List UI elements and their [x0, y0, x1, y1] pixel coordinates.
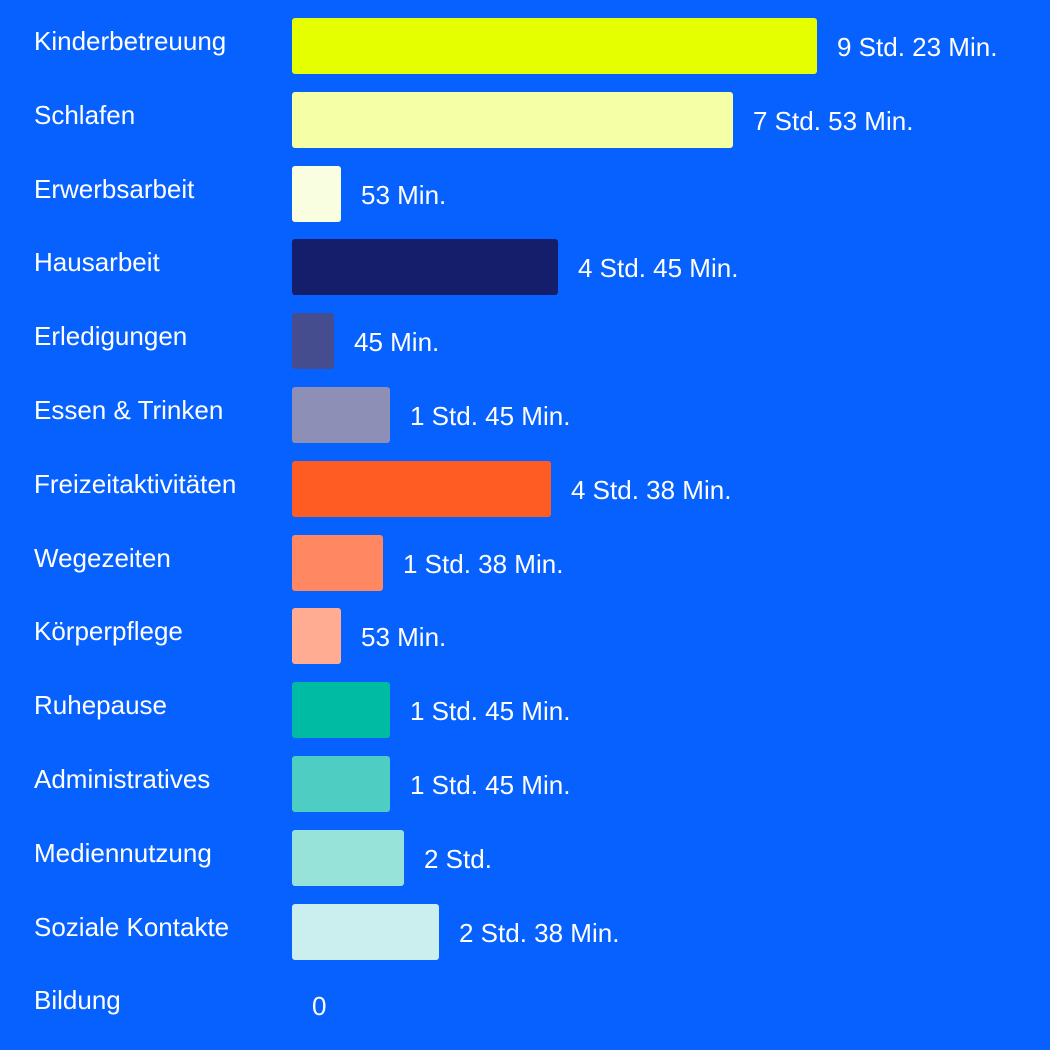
- bar: [292, 387, 390, 443]
- value-label: 1 Std. 45 Min.: [410, 401, 571, 431]
- bar: [292, 18, 817, 74]
- bar: [292, 756, 390, 812]
- bar: [292, 608, 341, 664]
- value-label: 4 Std. 45 Min.: [578, 253, 739, 283]
- category-label: Kinderbetreuung: [34, 26, 227, 56]
- category-label: Ruhepause: [34, 690, 167, 720]
- category-label: Freizeitaktivitäten: [34, 469, 237, 499]
- category-label: Bildung: [34, 985, 121, 1015]
- value-label: 7 Std. 53 Min.: [753, 106, 914, 136]
- value-label: 0: [312, 991, 327, 1021]
- value-label: 9 Std. 23 Min.: [837, 32, 998, 62]
- value-label: 1 Std. 38 Min.: [403, 549, 564, 579]
- category-label: Hausarbeit: [34, 247, 160, 277]
- category-label: Mediennutzung: [34, 838, 212, 868]
- category-label: Soziale Kontakte: [34, 912, 230, 942]
- value-label: 53 Min.: [361, 622, 447, 652]
- value-label: 4 Std. 38 Min.: [571, 475, 732, 505]
- bar: [292, 166, 341, 222]
- value-label: 45 Min.: [354, 327, 440, 357]
- category-label: Erledigungen: [34, 321, 188, 351]
- bar: [292, 682, 390, 738]
- value-label: 1 Std. 45 Min.: [410, 770, 571, 800]
- value-label: 2 Std. 38 Min.: [459, 918, 620, 948]
- value-label: 53 Min.: [361, 180, 447, 210]
- category-label: Essen & Trinken: [34, 395, 224, 425]
- category-label: Erwerbsarbeit: [34, 174, 195, 204]
- category-label: Körperpflege: [34, 616, 183, 646]
- bar: [292, 313, 334, 369]
- value-label: 2 Std.: [424, 844, 492, 874]
- category-label: Wegezeiten: [34, 543, 171, 573]
- bar: [292, 239, 558, 295]
- bar: [292, 830, 404, 886]
- value-label: 1 Std. 45 Min.: [410, 696, 571, 726]
- bar: [292, 904, 439, 960]
- category-label: Administratives: [34, 764, 211, 794]
- bar: [292, 535, 383, 591]
- bar: [292, 92, 733, 148]
- category-label: Schlafen: [34, 100, 136, 130]
- bar: [292, 461, 551, 517]
